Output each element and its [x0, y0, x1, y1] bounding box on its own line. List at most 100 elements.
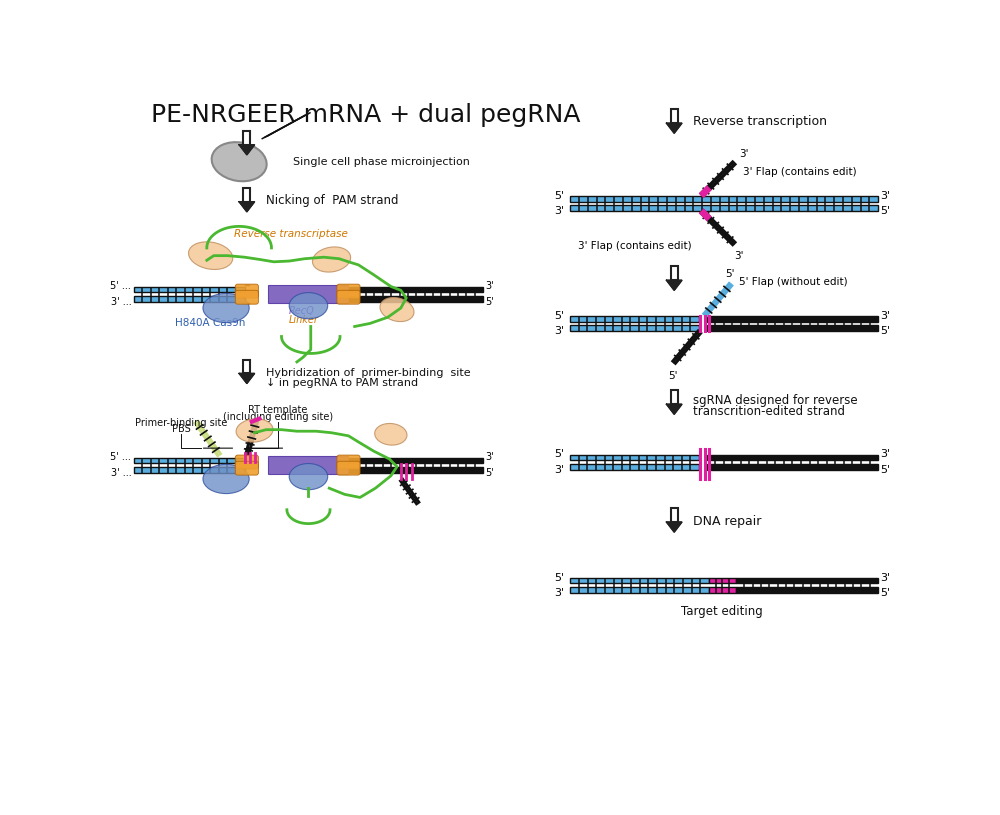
Bar [134, 296, 245, 302]
Ellipse shape [380, 297, 414, 322]
Text: 3': 3' [881, 311, 891, 321]
Bar [707, 455, 878, 460]
Text: 3': 3' [554, 206, 564, 216]
FancyBboxPatch shape [337, 290, 360, 304]
Polygon shape [239, 373, 255, 384]
Text: 5' Flap (without edit): 5' Flap (without edit) [739, 277, 848, 287]
FancyBboxPatch shape [235, 284, 258, 298]
Ellipse shape [203, 465, 249, 494]
Text: RecQ: RecQ [289, 306, 315, 316]
Polygon shape [239, 145, 255, 155]
Text: PE-NRGEER mRNA + dual pegRNA: PE-NRGEER mRNA + dual pegRNA [151, 104, 580, 127]
Text: 3' Flap (contains edit): 3' Flap (contains edit) [578, 241, 692, 252]
Text: 3' ...: 3' ... [111, 468, 131, 478]
Bar [707, 325, 878, 331]
Ellipse shape [289, 464, 328, 490]
Text: 3': 3' [486, 281, 494, 292]
Ellipse shape [189, 242, 233, 270]
Text: 5': 5' [668, 371, 678, 381]
Text: H840A Cas9n: H840A Cas9n [175, 319, 246, 328]
Text: Reverse transcriptase: Reverse transcriptase [234, 229, 348, 239]
Bar [570, 205, 878, 211]
Bar [134, 467, 245, 473]
Text: 5': 5' [486, 468, 494, 478]
Bar [570, 455, 699, 460]
FancyBboxPatch shape [337, 284, 360, 298]
Text: 3' ...: 3' ... [111, 297, 131, 307]
Bar [349, 467, 483, 473]
Bar [243, 188, 250, 202]
Bar [570, 196, 878, 201]
FancyBboxPatch shape [235, 461, 258, 475]
Bar [671, 509, 678, 522]
Bar [671, 109, 678, 123]
Bar [349, 457, 483, 464]
Bar [570, 316, 699, 322]
Bar [707, 316, 878, 322]
Text: 3': 3' [554, 326, 564, 336]
Bar [709, 578, 736, 584]
Bar [736, 587, 878, 593]
Ellipse shape [375, 424, 407, 445]
Bar [243, 359, 250, 373]
Polygon shape [666, 404, 682, 414]
Text: 5': 5' [486, 297, 494, 307]
Text: 5': 5' [725, 269, 735, 279]
FancyBboxPatch shape [337, 455, 360, 469]
Text: DNA repair: DNA repair [693, 515, 762, 528]
Ellipse shape [212, 142, 267, 181]
Text: Target editing: Target editing [681, 606, 763, 619]
Text: Primer-binding site: Primer-binding site [135, 418, 228, 428]
Text: 5': 5' [554, 311, 564, 321]
Bar [671, 390, 678, 404]
Text: 3': 3' [881, 191, 891, 200]
Polygon shape [666, 522, 682, 532]
Text: 5' ...: 5' ... [110, 452, 131, 462]
Text: 5': 5' [554, 191, 564, 200]
Ellipse shape [312, 247, 351, 272]
FancyBboxPatch shape [235, 290, 258, 304]
Text: 3': 3' [881, 449, 891, 460]
Polygon shape [666, 280, 682, 290]
Text: 5' ...: 5' ... [110, 281, 131, 292]
Text: 3': 3' [486, 452, 494, 462]
Bar [736, 578, 878, 584]
Text: 3': 3' [734, 251, 744, 261]
Text: 3': 3' [554, 588, 564, 598]
Text: 3': 3' [881, 572, 891, 583]
Bar [268, 456, 348, 474]
Bar [570, 578, 709, 584]
Text: Reverse transcription: Reverse transcription [693, 115, 827, 128]
Text: 3' Flap (contains edit): 3' Flap (contains edit) [743, 166, 856, 177]
Bar [570, 587, 709, 593]
Bar [671, 267, 678, 280]
Text: Nicking of  PAM strand: Nicking of PAM strand [266, 194, 399, 207]
Text: ↓ in pegRNA to PAM strand: ↓ in pegRNA to PAM strand [266, 378, 418, 389]
FancyBboxPatch shape [337, 461, 360, 475]
Text: Hybridization of  primer-binding  site: Hybridization of primer-binding site [266, 368, 471, 377]
Bar [268, 285, 348, 303]
Text: (including editing site): (including editing site) [223, 412, 333, 422]
Bar [134, 457, 245, 464]
Text: 5': 5' [881, 206, 891, 216]
Text: sgRNA designed for reverse: sgRNA designed for reverse [693, 394, 858, 407]
Ellipse shape [236, 419, 273, 442]
Text: transcrition-edited strand: transcrition-edited strand [693, 405, 845, 418]
Text: 5': 5' [881, 326, 891, 336]
Bar [707, 464, 878, 469]
Bar [570, 325, 699, 331]
Bar [709, 587, 736, 593]
Text: 3': 3' [554, 465, 564, 474]
Bar [243, 131, 250, 145]
Bar [570, 464, 699, 469]
Polygon shape [239, 202, 255, 212]
Text: Single cell phase microinjection: Single cell phase microinjection [293, 156, 470, 167]
Text: 5': 5' [881, 588, 891, 598]
Bar [349, 296, 483, 302]
Text: PBS: PBS [172, 425, 191, 434]
Bar [349, 287, 483, 293]
FancyBboxPatch shape [235, 455, 258, 469]
Ellipse shape [289, 293, 328, 319]
Text: Linker: Linker [289, 315, 319, 324]
Text: RT template: RT template [248, 405, 307, 415]
